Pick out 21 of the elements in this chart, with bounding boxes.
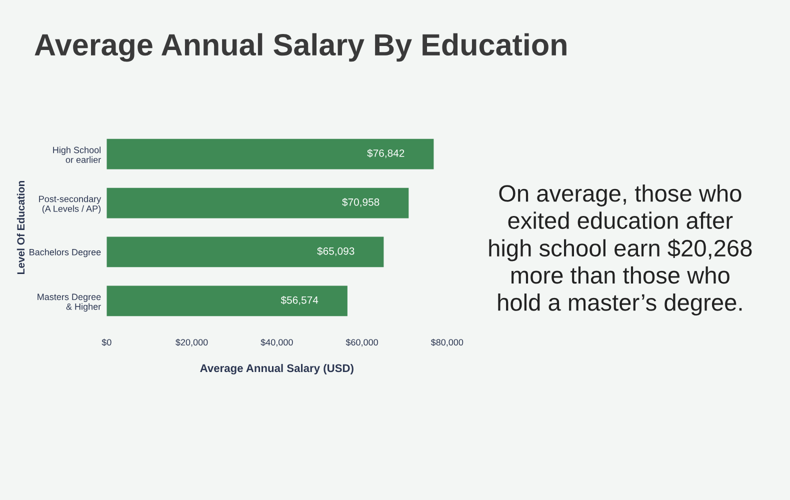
data-label: $56,574 (280, 296, 318, 305)
x-tick-label: $0 (102, 338, 112, 346)
chart-title: Average Annual Salary By Education (34, 33, 566, 62)
y-axis-title: Level Of Education (16, 180, 25, 274)
y-tick-label: Bachelors Degree (30, 248, 101, 258)
text: On average, those who exited education after high school earn $20,268 more than those who hold a master’s degree. (489, 184, 752, 316)
bar (106, 286, 348, 316)
y-tick-label: High School or earlier (53, 146, 101, 163)
x-tick-label: $20,000 (176, 338, 208, 347)
y-tick-label: Post-secondary (A Levels / AP) (39, 196, 102, 214)
x-tick-label: $80,000 (430, 338, 464, 347)
bar (106, 236, 384, 268)
x-axis-title: Average Annual Salary (USD) (200, 364, 354, 374)
x-tick-label: $60,000 (346, 338, 378, 347)
y-tick-label: Masters Degree & Higher (38, 294, 101, 312)
bar (106, 188, 409, 218)
data-label: $76,842 (367, 149, 404, 158)
bar (106, 138, 434, 170)
data-label: $70,958 (342, 198, 380, 208)
data-label: $65,093 (317, 246, 354, 256)
x-tick-label: $40,000 (260, 338, 293, 347)
